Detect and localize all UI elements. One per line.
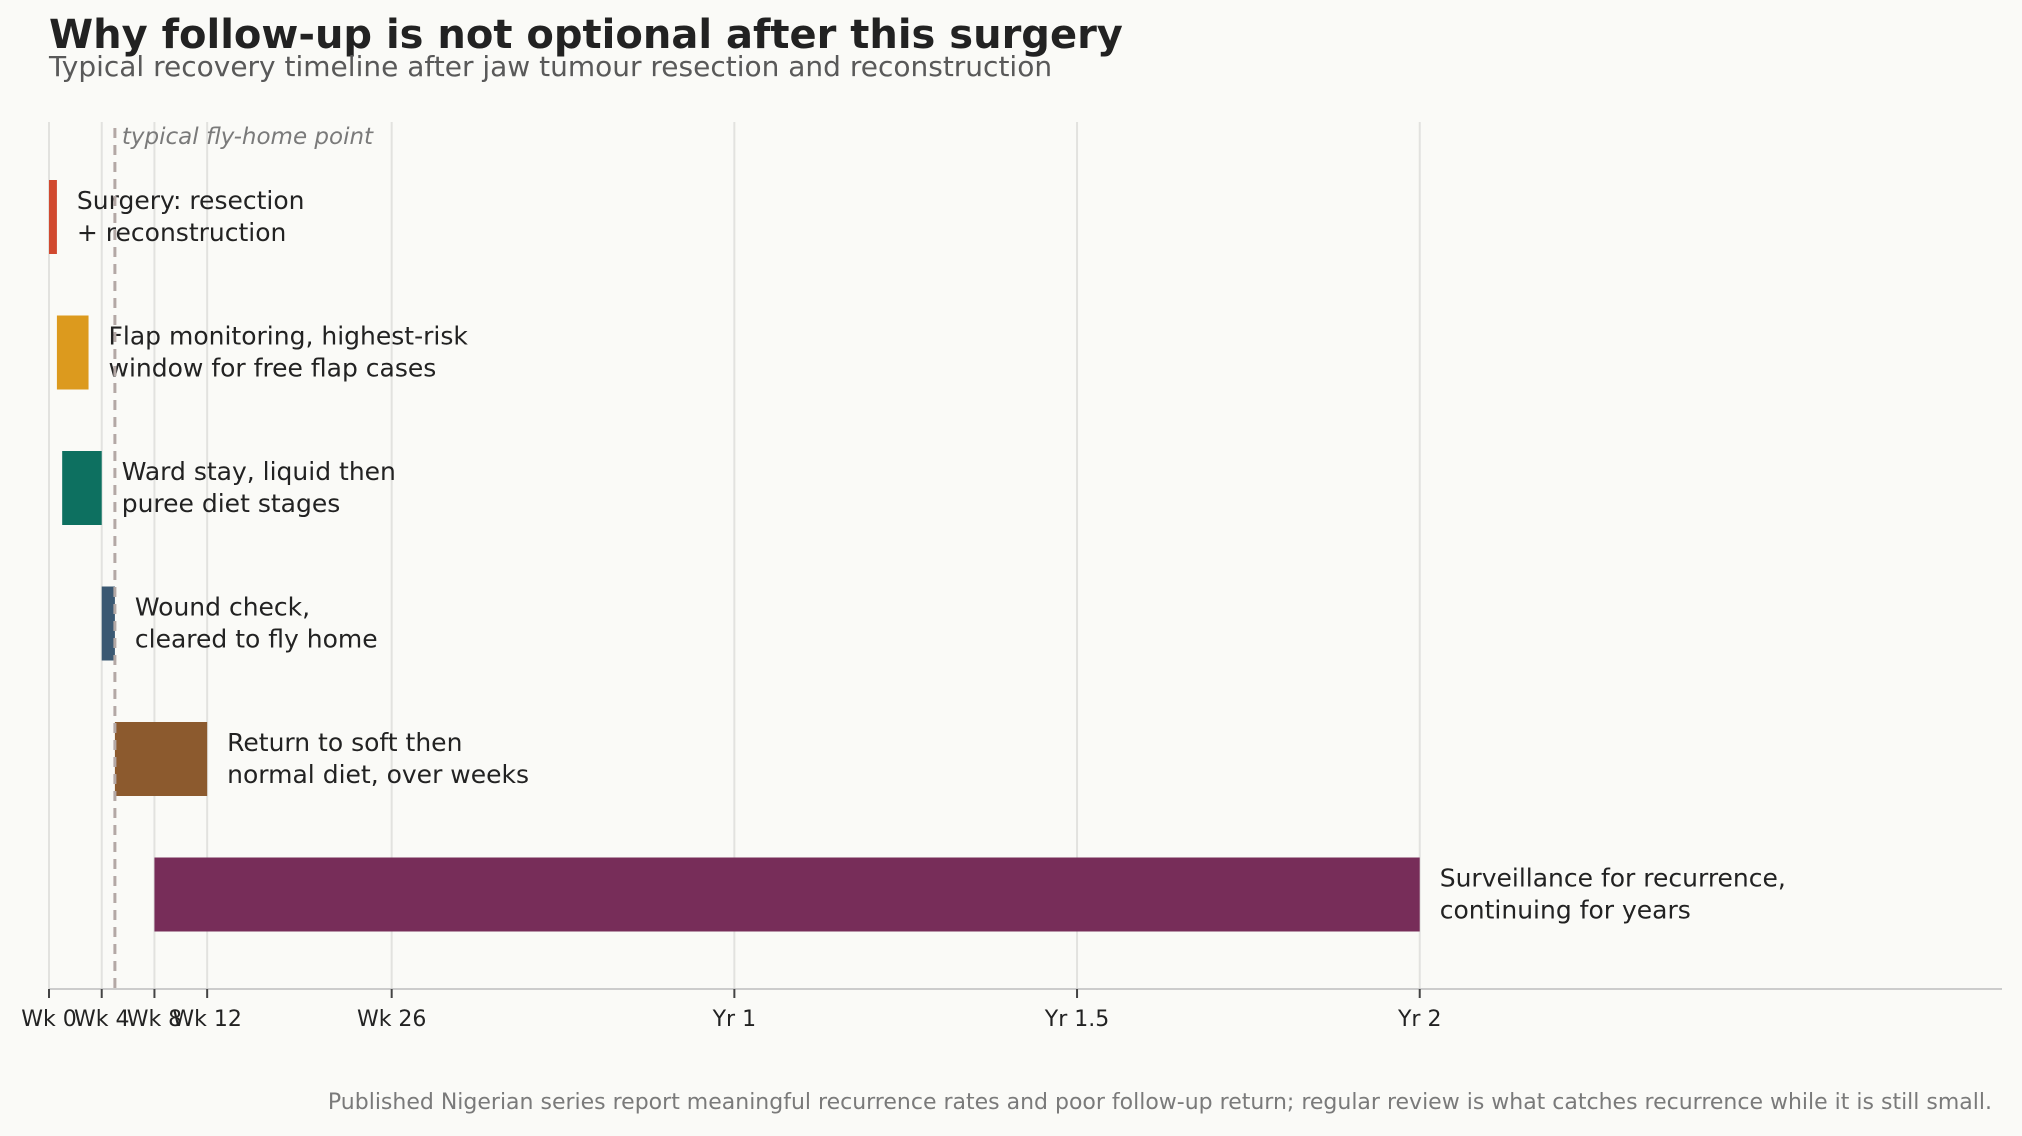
phase-bar bbox=[49, 180, 57, 254]
phase-bar bbox=[56, 315, 89, 390]
phase-bar bbox=[154, 857, 1420, 932]
x-tick-label: Wk 8 bbox=[127, 1007, 182, 1032]
phase-label: Ward stay, liquid then puree diet stages bbox=[122, 457, 396, 518]
phase-label-line: window for free flap cases bbox=[109, 354, 437, 383]
phase-bar bbox=[101, 586, 115, 661]
phase-bar bbox=[114, 722, 208, 796]
x-tick-label: Wk 12 bbox=[172, 1007, 241, 1032]
phase-label-line: Surveillance for recurrence, bbox=[1440, 864, 1786, 893]
phase-label-line: puree diet stages bbox=[122, 489, 341, 518]
phase-label: Wound check, cleared to fly home bbox=[135, 593, 378, 654]
phase-bar bbox=[62, 451, 102, 525]
phase-label-line: continuing for years bbox=[1440, 896, 1691, 925]
reference-line-group: typical fly-home point bbox=[113, 124, 374, 989]
phase-label-line: Return to soft then bbox=[227, 728, 462, 757]
x-tick-label: Yr 2 bbox=[1397, 1007, 1441, 1032]
phase-label-line: Wound check, bbox=[135, 593, 310, 622]
phase-label-line: + reconstruction bbox=[77, 218, 286, 247]
phase-label-line: Ward stay, liquid then bbox=[122, 457, 396, 486]
x-tick-label: Yr 1.5 bbox=[1044, 1007, 1109, 1032]
chart-title: Why follow-up is not optional after this… bbox=[49, 12, 1123, 58]
reference-line-label: typical fly-home point bbox=[122, 124, 374, 150]
phase-bars: Surgery: resection + reconstruction Flap m… bbox=[49, 180, 1786, 932]
phase-label: Surveillance for recurrence, continuing f… bbox=[1440, 864, 1786, 925]
phase-label-line: cleared to fly home bbox=[135, 625, 378, 654]
phase-label-line: Surgery: resection bbox=[77, 186, 305, 215]
grid-lines bbox=[48, 122, 1421, 989]
chart-footnote: Published Nigerian series report meaning… bbox=[327, 1090, 1992, 1115]
x-tick-label: Wk 0 bbox=[21, 1007, 76, 1032]
x-tick-label: Wk 26 bbox=[357, 1007, 426, 1032]
phase-label: Return to soft then normal diet, over wee… bbox=[227, 728, 529, 789]
phase-label-line: normal diet, over weeks bbox=[227, 760, 529, 789]
x-axis: Wk 0Wk 4Wk 8Wk 12 Wk 26 Yr 1 Yr 1.5 Yr 2 bbox=[21, 988, 2002, 1032]
phase-label: Surgery: resection + reconstruction bbox=[77, 186, 305, 247]
chart-subtitle: Typical recovery timeline after jaw tumo… bbox=[49, 50, 1053, 83]
phase-label-line: Flap monitoring, highest-risk bbox=[109, 322, 469, 351]
phase-label: Flap monitoring, highest-risk window for … bbox=[109, 322, 469, 383]
x-tick-label: Wk 4 bbox=[74, 1007, 129, 1032]
x-tick-label: Yr 1 bbox=[712, 1007, 756, 1032]
